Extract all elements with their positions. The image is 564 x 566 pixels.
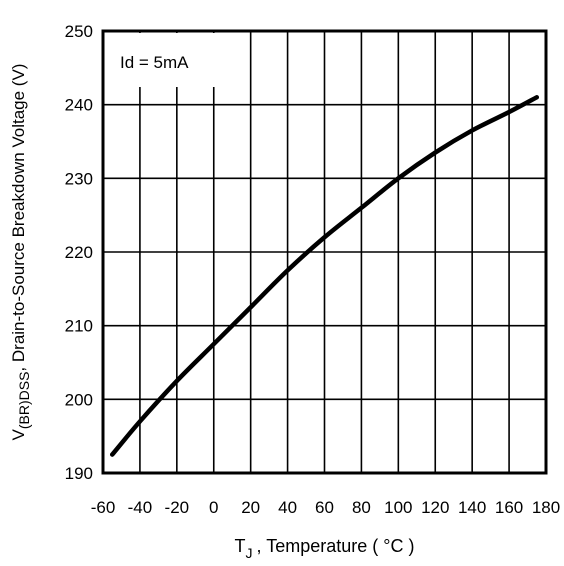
series-layer — [109, 95, 540, 457]
y-tick-label: 210 — [65, 317, 93, 336]
series-line — [109, 95, 540, 457]
x-tick-label: 20 — [241, 498, 260, 517]
y-tick-label: 250 — [65, 22, 93, 41]
x-tick-label: -60 — [91, 498, 116, 517]
annotation: Id = 5mA — [105, 33, 217, 87]
x-axis-title-main: T — [235, 536, 246, 556]
plot-frame — [101, 29, 548, 475]
x-axis-title-rest: , Temperature ( °C ) — [257, 536, 415, 556]
y-tick-label: 230 — [65, 169, 93, 188]
x-tick-label: 80 — [352, 498, 371, 517]
y-axis-title-subscript: (BR)DSS — [16, 372, 32, 430]
annotation-text: Id = 5mA — [120, 53, 189, 72]
tick-labels: -60 -40 -20 0 20 40 60 80 100 120 140 160 180 190 200 2… — [65, 22, 561, 517]
grid-layer — [102, 30, 547, 474]
x-tick-label: 120 — [421, 498, 449, 517]
y-axis-title-main: V — [9, 428, 28, 440]
x-axis-title: TJ, Temperature ( °C ) — [235, 536, 415, 561]
y-tick-label: 220 — [65, 243, 93, 262]
x-tick-label: 40 — [278, 498, 297, 517]
y-tick-label: 200 — [65, 390, 93, 409]
x-tick-label: 60 — [315, 498, 334, 517]
x-tick-label: 0 — [209, 498, 218, 517]
y-tick-label: 190 — [65, 464, 93, 483]
x-tick-label: 100 — [384, 498, 412, 517]
y-axis-title-rest: , Drain-to-Source Breakdown Voltage (V) — [9, 64, 28, 372]
x-tick-label: 140 — [458, 498, 486, 517]
annotation-box — [105, 33, 217, 87]
y-tick-label: 240 — [65, 96, 93, 115]
x-tick-label: 180 — [532, 498, 560, 517]
x-axis-title-subscript: J — [246, 545, 253, 561]
x-tick-label: -40 — [128, 498, 153, 517]
x-tick-label: -20 — [165, 498, 190, 517]
x-tick-label: 160 — [495, 498, 523, 517]
y-axis-title: V(BR)DSS, Drain-to-Source Breakdown Volt… — [9, 64, 32, 441]
